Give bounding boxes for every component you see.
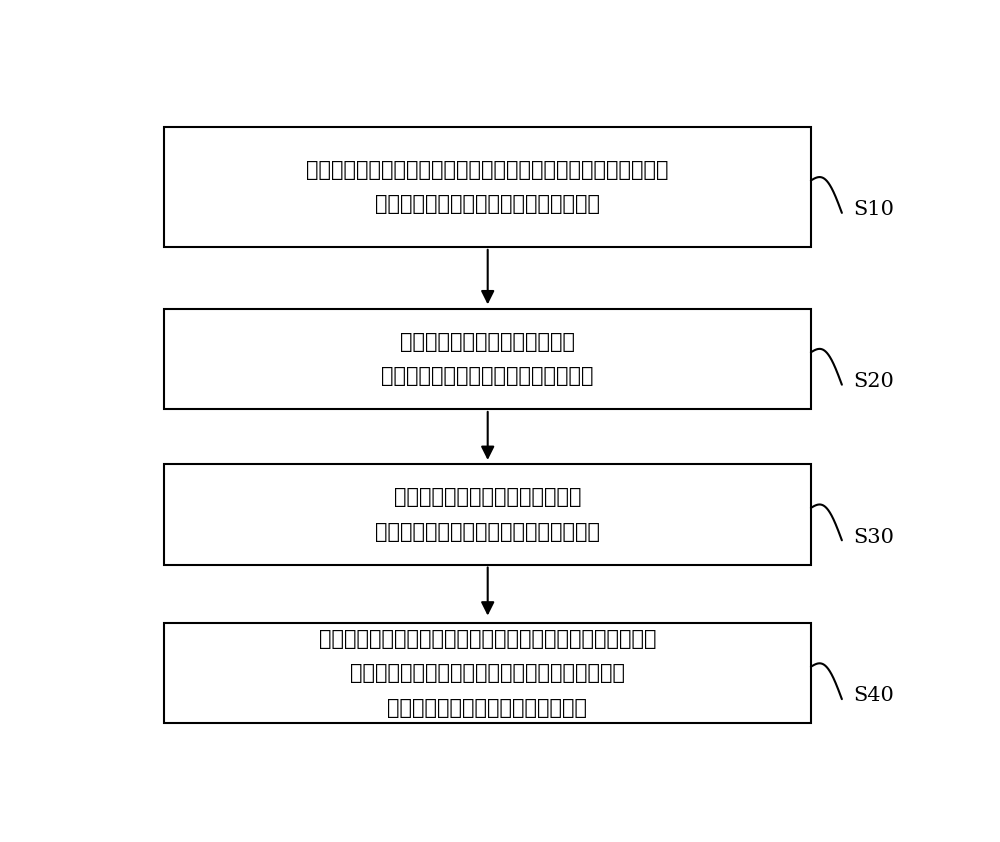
FancyBboxPatch shape bbox=[164, 623, 811, 723]
FancyBboxPatch shape bbox=[164, 464, 811, 565]
Text: S30: S30 bbox=[854, 528, 895, 546]
Text: 在供水温度达到预设温度之前，
控制第一电磁阀和第二电磁阀保持关闭: 在供水温度达到预设温度之前， 控制第一电磁阀和第二电磁阀保持关闭 bbox=[381, 332, 594, 386]
Text: S20: S20 bbox=[854, 372, 894, 391]
Text: S10: S10 bbox=[854, 200, 895, 219]
Text: 检测到外机连续至少两次在运行时间小于预设值就使供水温度达到
最高设定值而停机时，运行以下控制逻辑: 检测到外机连续至少两次在运行时间小于预设值就使供水温度达到 最高设定值而停机时，… bbox=[306, 160, 669, 214]
FancyBboxPatch shape bbox=[164, 308, 811, 409]
FancyBboxPatch shape bbox=[164, 127, 811, 247]
Text: S40: S40 bbox=[854, 686, 894, 706]
Text: 检测到供水温度达到预设温度时，
开启所述第一电磁阀向储热装置输送热量: 检测到供水温度达到预设温度时， 开启所述第一电磁阀向储热装置输送热量 bbox=[375, 488, 600, 541]
Text: 检测到供水温度达到最高设定温度时，关闭所述第一电磁阀，
开启所述第二电磁阀从所述储热装置内释放热量，
直至外机再次运行时关闭第二电磁阀: 检测到供水温度达到最高设定温度时，关闭所述第一电磁阀， 开启所述第二电磁阀从所述… bbox=[319, 629, 656, 717]
